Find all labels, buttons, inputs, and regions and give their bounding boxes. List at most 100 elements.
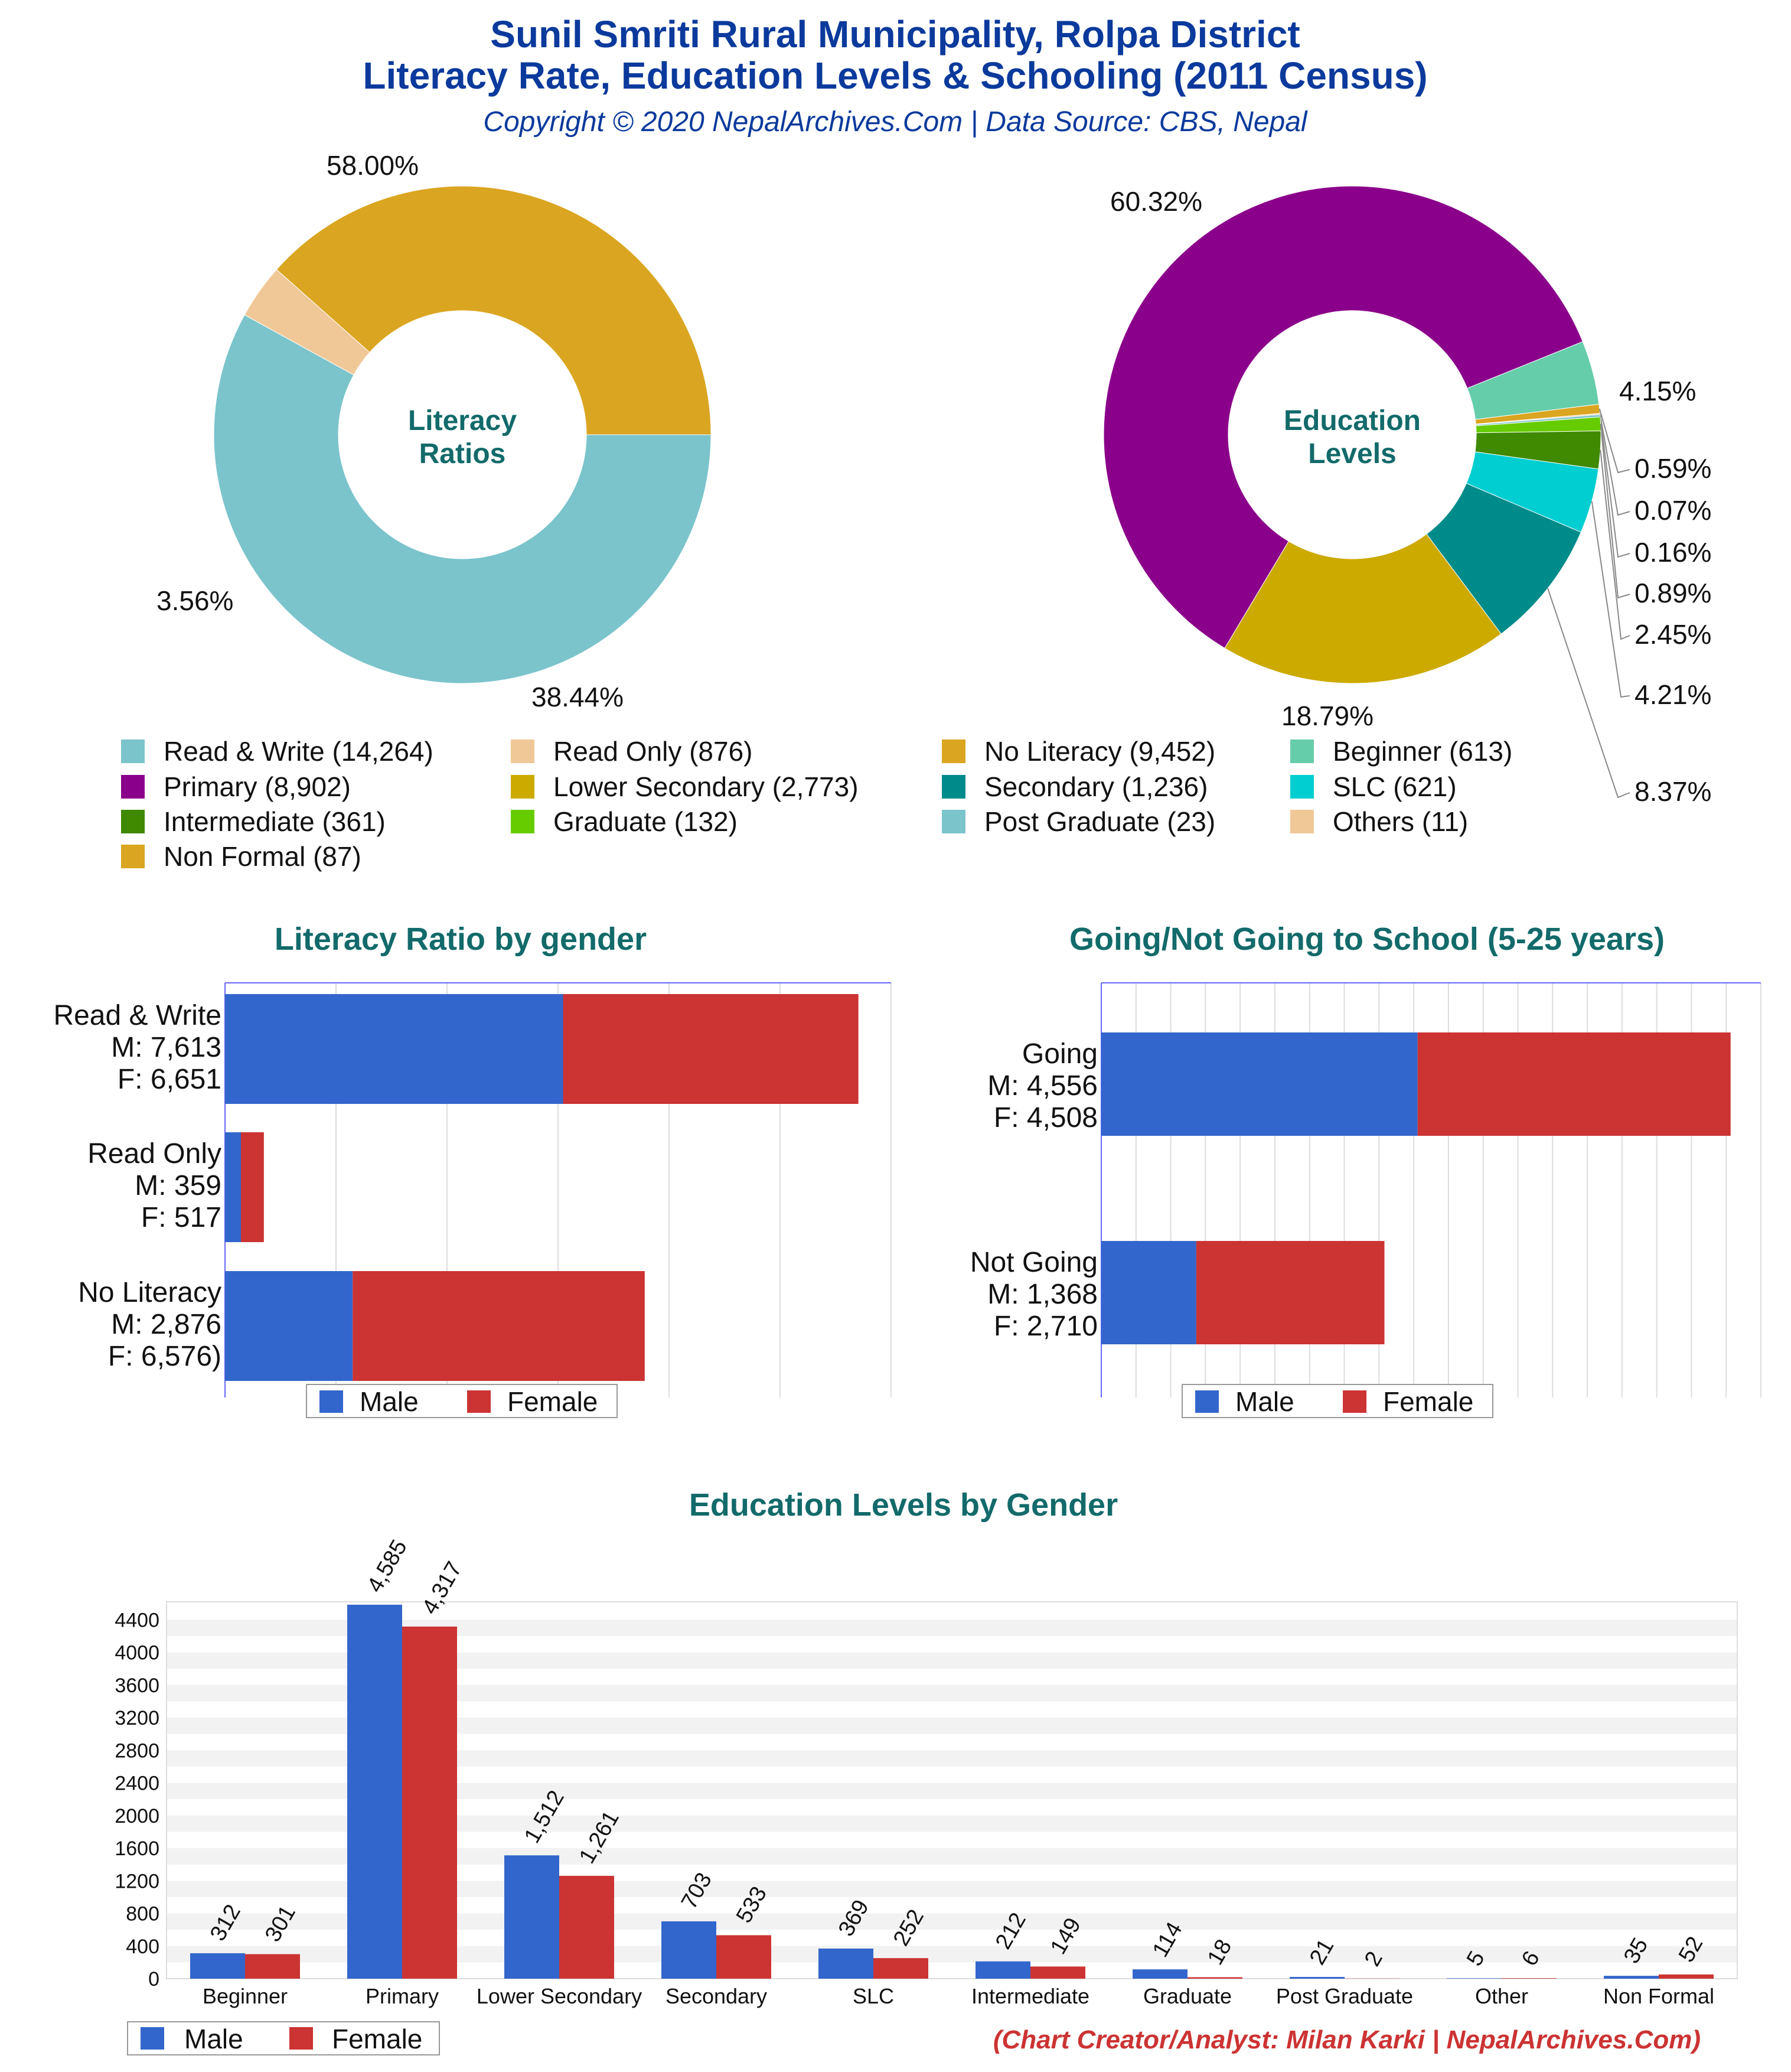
female-bar: [1417, 1032, 1731, 1136]
legend-label-female: Female: [507, 1386, 598, 1417]
leader-line: [1591, 501, 1630, 698]
percent-label: 4.15%: [1619, 376, 1696, 406]
y-tick-label: 0: [148, 1968, 159, 1990]
percent-label: 0.16%: [1635, 537, 1711, 568]
donut-slice: [1224, 533, 1502, 684]
title-line-1: Sunil Smriti Rural Municipality, Rolpa D…: [490, 13, 1300, 56]
category-label: M: 7,613: [111, 1032, 221, 1063]
percent-label: 0.89%: [1635, 578, 1711, 608]
male-bar: [504, 1855, 559, 1979]
legend-box: [306, 1384, 618, 1418]
male-bar: [190, 1953, 245, 1979]
donut-slice: [213, 314, 712, 684]
legend-swatch: [942, 739, 965, 763]
male-bar: [1604, 1976, 1659, 1979]
plot-frame: [166, 1601, 1738, 1979]
female-bar: [1502, 1978, 1557, 1979]
percent-label: 2.45%: [1635, 619, 1711, 650]
leader-line: [1600, 423, 1630, 599]
legend-entry-label: Post Graduate (23): [984, 806, 1215, 837]
male-bar: [225, 994, 563, 1104]
legend-swatch: [121, 775, 145, 799]
legend-label-male: Male: [1235, 1386, 1294, 1417]
legend-label-female: Female: [332, 2024, 422, 2054]
legend-swatch-male: [141, 2027, 164, 2050]
legend-swatch: [1290, 739, 1314, 763]
legend-swatch: [121, 810, 145, 833]
male-bar: [1101, 1032, 1418, 1136]
category-label: F: 6,576): [108, 1341, 221, 1372]
legend-swatch-male: [1195, 1390, 1219, 1413]
bar-value-label: 252: [889, 1905, 929, 1950]
bar-value-label: 4,585: [363, 1536, 412, 1597]
bar-value-label: 35: [1619, 1934, 1653, 1968]
legend-swatch: [511, 739, 534, 763]
percent-label: 0.07%: [1635, 495, 1711, 526]
female-bar: [716, 1935, 771, 1979]
legend-swatch: [511, 810, 534, 833]
donut-slice: [1103, 185, 1583, 649]
female-bar: [1196, 1241, 1385, 1344]
legend-entry-label: No Literacy (9,452): [984, 736, 1215, 767]
legend-label-female: Female: [1383, 1386, 1473, 1417]
category-label: M: 1,368: [987, 1279, 1098, 1310]
percent-label: 60.32%: [1110, 186, 1202, 217]
legend-box: [127, 2021, 440, 2055]
y-tick-label: 800: [126, 1903, 159, 1926]
category-label: F: 4,508: [994, 1102, 1098, 1133]
male-bar: [661, 1921, 716, 1979]
legend-entry-label: Lower Secondary (2,773): [553, 771, 859, 802]
leader-line: [1598, 408, 1630, 474]
legend-entry-label: Others (11): [1333, 806, 1468, 837]
donut-center-label: Levels: [1308, 438, 1396, 470]
leader-line: [1599, 413, 1630, 516]
category-label: M: 4,556: [987, 1070, 1098, 1102]
legend-entry-label: Primary (8,902): [164, 771, 351, 802]
legend-entry-label: Intermediate (361): [164, 806, 386, 837]
category-label: F: 517: [141, 1202, 221, 1233]
female-bar: [563, 994, 859, 1104]
male-bar: [1133, 1969, 1188, 1979]
donut-center-label: Ratios: [419, 438, 506, 470]
leader-line: [1600, 449, 1630, 640]
male-bar: [225, 1132, 241, 1242]
legend-swatch-female: [1343, 1390, 1366, 1413]
legend-entry-label: Read Only (876): [553, 736, 753, 767]
legend-label-male: Male: [360, 1386, 419, 1417]
female-bar: [1188, 1977, 1242, 1979]
chart-title: Literacy Ratio by gender: [275, 921, 647, 957]
x-tick-label: Secondary: [665, 1984, 767, 2008]
subtitle: Copyright © 2020 NepalArchives.Com | Dat…: [483, 106, 1307, 138]
leader-line: [1599, 415, 1630, 558]
y-tick-label: 1200: [115, 1870, 159, 1892]
legend-swatch-male: [319, 1390, 343, 1413]
legend-swatch: [121, 845, 145, 868]
y-tick-label: 1600: [115, 1838, 159, 1860]
bar-value-label: 4,317: [417, 1558, 467, 1618]
female-bar: [402, 1626, 457, 1979]
y-tick-label: 2800: [115, 1739, 159, 1762]
percent-label: 58.00%: [327, 150, 419, 181]
y-tick-label: 3600: [115, 1674, 159, 1697]
legend-label-male: Male: [184, 2024, 243, 2054]
legend-swatch: [121, 739, 145, 763]
bar-value-label: 703: [677, 1869, 717, 1914]
legend-swatch: [942, 810, 965, 833]
x-tick-label: Lower Secondary: [477, 1984, 642, 2008]
legend-swatch: [942, 775, 965, 799]
bar-value-label: 21: [1305, 1935, 1339, 1969]
male-bar: [976, 1961, 1030, 1979]
percent-label: 0.59%: [1635, 453, 1711, 484]
y-tick-label: 2400: [115, 1773, 159, 1795]
x-tick-label: Intermediate: [971, 1984, 1089, 2008]
x-tick-label: Beginner: [203, 1984, 288, 2008]
donut-center-label: Literacy: [408, 405, 517, 436]
legend-swatch: [1290, 775, 1314, 799]
x-tick-label: Non Formal: [1603, 1984, 1714, 2008]
male-bar: [818, 1949, 873, 1979]
legend-entry-label: Non Formal (87): [164, 841, 361, 872]
male-bar: [347, 1604, 402, 1979]
female-bar: [245, 1954, 300, 1979]
legend-entry-label: Read & Write (14,264): [164, 736, 433, 767]
leader-line: [1547, 588, 1630, 799]
